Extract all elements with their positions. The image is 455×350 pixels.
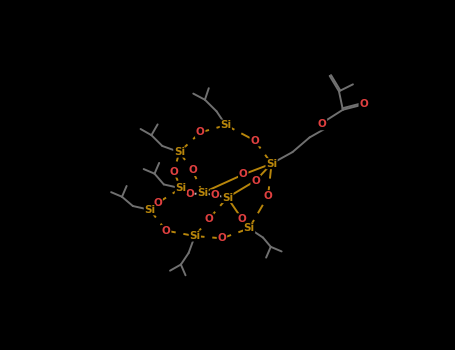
Text: O: O xyxy=(359,99,368,109)
Text: Si: Si xyxy=(266,159,277,169)
Text: O: O xyxy=(238,214,247,224)
Text: Si: Si xyxy=(175,183,187,193)
Text: O: O xyxy=(170,167,178,177)
Text: Si: Si xyxy=(197,188,208,198)
Text: O: O xyxy=(196,127,205,138)
Text: O: O xyxy=(162,226,171,236)
Text: Si: Si xyxy=(243,223,255,233)
Text: O: O xyxy=(251,176,260,186)
Text: O: O xyxy=(239,169,248,180)
Text: Si: Si xyxy=(144,205,156,215)
Text: Si: Si xyxy=(222,193,233,203)
Text: Si: Si xyxy=(189,231,200,241)
Text: O: O xyxy=(217,233,226,243)
Text: O: O xyxy=(188,165,197,175)
Text: O: O xyxy=(185,189,194,200)
Text: Si: Si xyxy=(220,120,232,130)
Text: O: O xyxy=(318,119,326,130)
Text: O: O xyxy=(251,135,259,146)
Text: O: O xyxy=(153,198,162,208)
Text: O: O xyxy=(204,214,213,224)
Text: O: O xyxy=(264,191,273,201)
Text: Si: Si xyxy=(174,147,185,157)
Text: O: O xyxy=(211,190,219,200)
